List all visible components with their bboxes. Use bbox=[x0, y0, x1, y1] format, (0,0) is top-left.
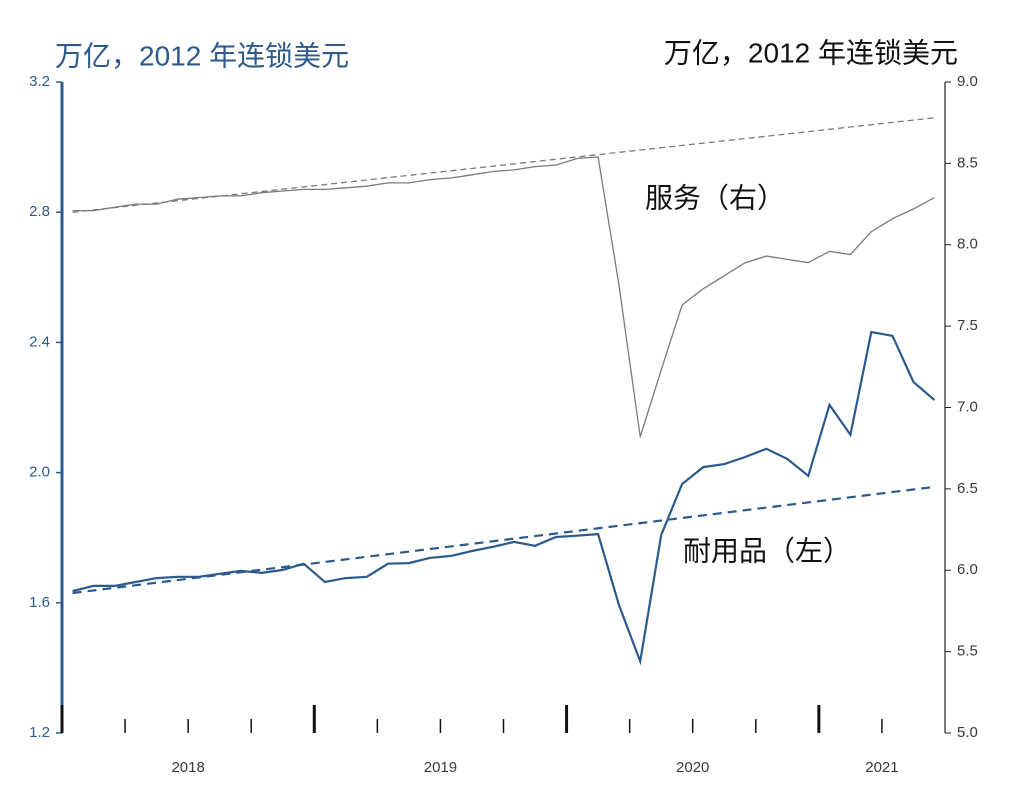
x-tick-label: 2021 bbox=[865, 759, 898, 776]
y2-tick-label: 6.5 bbox=[957, 480, 978, 497]
y-tick-label: 3.2 bbox=[29, 73, 50, 90]
y2-tick-label: 9.0 bbox=[957, 73, 978, 90]
y2-tick-label: 5.0 bbox=[957, 724, 978, 741]
x-tick-label: 2018 bbox=[171, 759, 204, 776]
y2-axis-title: 万亿，2012 年连锁美元 bbox=[664, 37, 958, 68]
trend-line bbox=[72, 485, 935, 595]
y2-tick-label: 8.5 bbox=[957, 154, 978, 171]
y-tick-label: 2.0 bbox=[29, 464, 50, 481]
x-tick-label: 2020 bbox=[676, 759, 709, 776]
y-axis-title: 万亿，2012 年连锁美元 bbox=[55, 40, 349, 71]
y2-tick-label: 5.5 bbox=[957, 643, 978, 660]
y2-tick-label: 7.5 bbox=[957, 317, 978, 334]
trend-line bbox=[72, 117, 935, 213]
y2-tick-label: 6.0 bbox=[957, 561, 978, 578]
y2-tick-label: 7.0 bbox=[957, 398, 978, 415]
y-tick-label: 1.6 bbox=[29, 594, 50, 611]
y2-tick-label: 8.0 bbox=[957, 236, 978, 253]
series-label: 耐用品（左） bbox=[683, 535, 851, 566]
x-tick-label: 2019 bbox=[424, 759, 457, 776]
series-label: 服务（右） bbox=[645, 182, 785, 213]
series-line bbox=[72, 156, 935, 437]
y-tick-label: 2.8 bbox=[29, 203, 50, 220]
y-tick-label: 2.4 bbox=[29, 333, 50, 350]
y-tick-label: 1.2 bbox=[29, 724, 50, 741]
series-line bbox=[72, 330, 936, 666]
